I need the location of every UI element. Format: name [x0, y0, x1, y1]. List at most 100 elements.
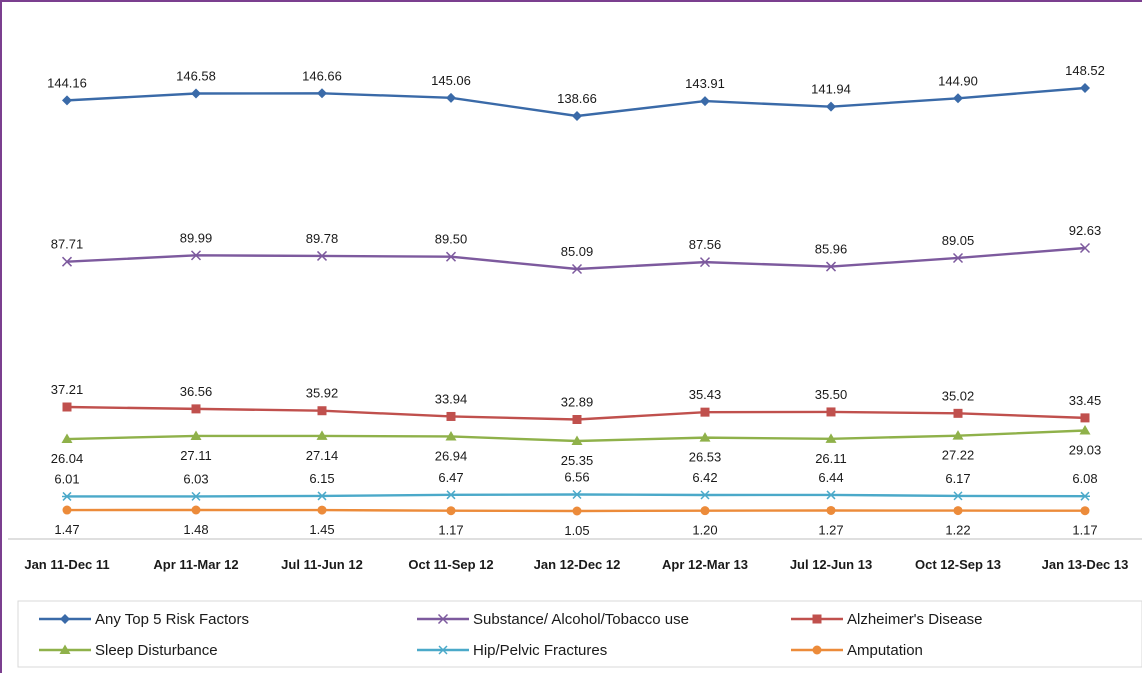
data-point-shape	[191, 491, 201, 501]
data-point-shape	[316, 250, 328, 261]
data-label: 32.89	[561, 395, 594, 410]
data-label: 1.27	[818, 522, 843, 537]
data-point-shape	[191, 505, 201, 515]
legend-label: Any Top 5 Risk Factors	[95, 611, 249, 628]
legend-label: Alzheimer's Disease	[847, 611, 982, 628]
data-label: 6.17	[945, 471, 970, 486]
data-point	[446, 92, 456, 103]
legend-marker-shape	[812, 645, 822, 655]
data-label: 85.96	[815, 242, 848, 257]
data-point-shape	[1080, 506, 1090, 516]
data-label: 36.56	[180, 384, 213, 399]
data-point-shape	[446, 490, 456, 500]
legend-marker-shape	[812, 614, 822, 624]
data-point	[953, 491, 963, 501]
data-point-shape	[700, 506, 710, 516]
data-label: 138.66	[557, 91, 597, 106]
data-label: 89.05	[942, 233, 975, 248]
data-label: 37.21	[51, 382, 84, 397]
data-point	[826, 101, 836, 112]
data-point	[61, 433, 73, 444]
data-point-shape	[62, 402, 72, 412]
data-label: 85.09	[561, 244, 594, 259]
data-label: 35.50	[815, 387, 848, 402]
data-point-shape	[62, 95, 72, 106]
data-point-shape	[61, 256, 73, 267]
data-point-shape	[953, 408, 963, 418]
data-point	[62, 491, 72, 501]
data-label: 26.94	[435, 448, 468, 463]
data-label: 26.11	[815, 451, 847, 466]
data-point-shape	[316, 430, 328, 440]
data-point-shape	[571, 263, 583, 275]
data-label: 89.99	[180, 230, 213, 245]
data-point	[191, 88, 201, 99]
data-point	[316, 430, 328, 440]
data-label: 27.14	[306, 448, 339, 463]
series-2: 37.21 36.56 35.92 33.94 32.89 35.43 35.50 35.02…	[51, 382, 1101, 424]
data-point	[572, 489, 582, 500]
data-point	[62, 95, 72, 106]
data-label: 26.53	[689, 450, 722, 465]
data-label: 6.42	[692, 470, 717, 485]
data-point-shape	[190, 430, 202, 440]
data-point-shape	[317, 88, 327, 99]
data-point-shape	[700, 407, 710, 417]
data-label: 148.52	[1065, 63, 1105, 78]
data-point-shape	[825, 433, 837, 443]
data-point	[572, 111, 582, 121]
x-tick-label: Apr 12-Mar 13	[662, 557, 748, 572]
data-point-shape	[62, 505, 72, 515]
data-label: 6.47	[438, 470, 463, 485]
legend-marker	[437, 613, 449, 625]
data-point	[191, 404, 201, 414]
data-point	[699, 432, 711, 442]
data-point-shape	[317, 505, 327, 515]
x-tick-label: Oct 12-Sep 13	[915, 557, 1001, 572]
legend-item: Alzheimer's Disease	[791, 611, 982, 628]
legend-marker-shape	[60, 614, 70, 624]
data-label: 1.48	[183, 522, 208, 537]
data-label: 1.20	[692, 523, 717, 538]
data-label: 89.78	[306, 231, 339, 246]
data-point-shape	[191, 88, 201, 99]
data-label: 6.56	[564, 470, 589, 485]
data-point-shape	[700, 96, 710, 107]
data-point-shape	[1080, 83, 1090, 93]
data-point-shape	[1080, 491, 1090, 501]
data-label: 1.45	[309, 522, 334, 537]
data-point	[62, 505, 72, 515]
data-point	[700, 96, 710, 107]
data-point-shape	[1079, 242, 1091, 254]
data-label: 35.43	[689, 387, 722, 402]
data-point	[190, 430, 202, 440]
series-4: 6.01 6.03 6.15 6.47 6.56 6.42 6.44 6.17 6.08	[54, 470, 1098, 501]
data-point-shape	[699, 432, 711, 442]
data-label: 6.03	[183, 471, 208, 486]
data-point	[190, 250, 202, 261]
data-point	[1080, 491, 1090, 501]
data-label: 6.01	[54, 471, 79, 486]
data-point	[317, 406, 327, 416]
data-point	[61, 256, 73, 267]
legend-marker	[59, 644, 71, 654]
data-label: 26.04	[51, 451, 84, 466]
data-point	[446, 411, 456, 421]
legend-label: Sleep Disturbance	[95, 642, 218, 659]
data-point	[1080, 83, 1090, 93]
data-point-shape	[1079, 425, 1091, 435]
legend-label: Hip/Pelvic Fractures	[473, 642, 607, 659]
data-label: 146.58	[176, 69, 216, 84]
data-label: 1.47	[54, 522, 79, 537]
data-label: 33.94	[435, 391, 468, 406]
data-point-shape	[191, 404, 201, 414]
data-point	[953, 408, 963, 418]
legend-marker	[812, 614, 822, 624]
data-label: 87.71	[51, 237, 84, 252]
data-point-shape	[190, 250, 202, 261]
legend-marker	[60, 614, 70, 624]
data-point	[953, 93, 963, 104]
legend-label: Amputation	[847, 642, 923, 659]
legend-item: Amputation	[791, 642, 923, 659]
data-point-shape	[826, 490, 836, 500]
